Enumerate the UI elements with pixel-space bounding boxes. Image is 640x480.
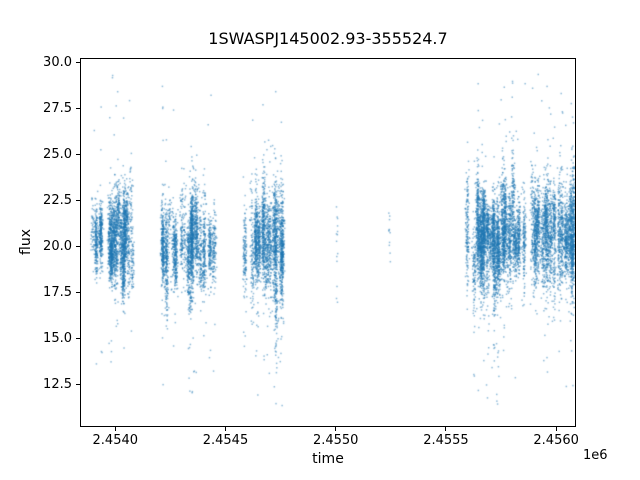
x-tick-label: 2.4550 [312,433,359,448]
x-tick-label: 2.4545 [202,433,249,448]
x-tick-mark [555,427,557,431]
y-tick-mark [76,154,80,156]
x-tick-label: 2.4555 [423,433,469,448]
y-tick-label: 27.5 [43,100,72,116]
x-tick-mark [224,427,226,431]
y-tick-mark [76,200,80,202]
y-tick-label: 25.0 [43,146,72,162]
y-axis-label: flux [18,229,34,255]
y-tick-mark [76,384,80,386]
y-tick-mark [76,62,80,64]
chart-title: 1SWASPJ145002.93-355524.7 [208,29,448,48]
x-tick-mark [445,427,447,431]
y-tick-label: 30.0 [43,54,72,70]
y-tick-mark [76,292,80,294]
y-tick-mark [76,108,80,110]
x-tick-label: 2.4540 [92,433,139,448]
x-axis-label: time [312,451,344,467]
y-tick-label: 20.0 [43,238,72,254]
y-tick-label: 12.5 [43,376,72,392]
x-tick-label: 2.4560 [533,433,579,448]
scatter-points-canvas [81,59,575,426]
x-axis-offset-text: 1e6 [583,448,608,463]
x-tick-mark [335,427,337,431]
y-tick-label: 17.5 [43,284,72,300]
y-tick-label: 15.0 [43,330,72,346]
x-tick-mark [114,427,116,431]
y-tick-mark [76,338,80,340]
plot-area [80,58,576,427]
y-tick-mark [76,246,80,248]
y-tick-label: 22.5 [43,192,72,208]
